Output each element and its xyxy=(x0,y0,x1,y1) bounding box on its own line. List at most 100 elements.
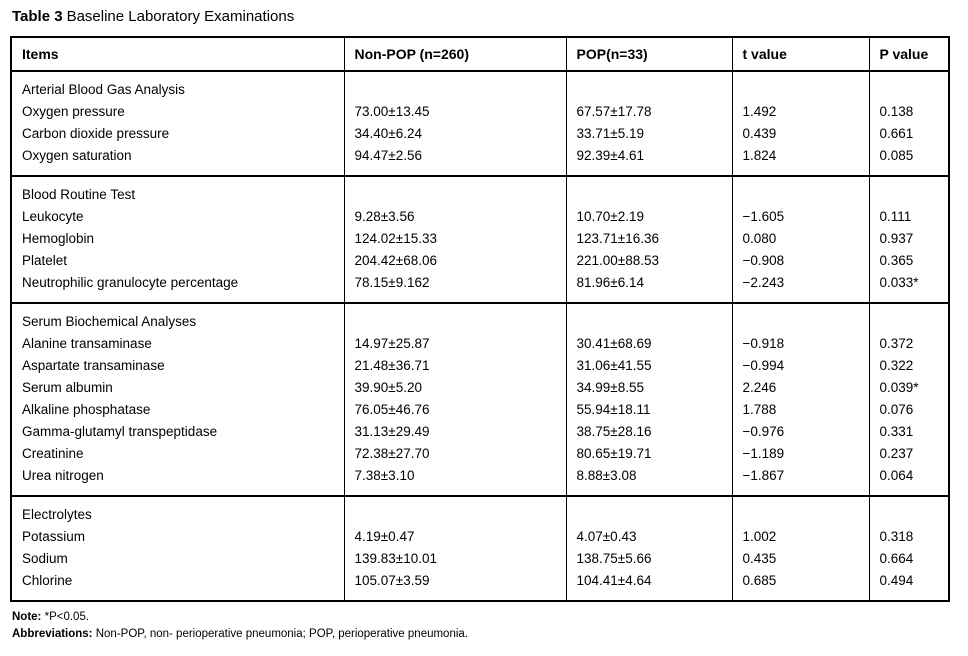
cell-tvalue: 0.435 xyxy=(731,548,870,570)
cell-pvalue: 0.937 xyxy=(868,228,950,250)
cell-tvalue: 2.246 xyxy=(731,377,870,399)
cell-tvalue: −2.243 xyxy=(731,272,870,303)
empty-cell xyxy=(565,175,733,206)
empty-cell xyxy=(731,302,870,333)
table-row: Leukocyte 9.28±3.56 10.70±2.19 −1.605 0.… xyxy=(10,206,950,228)
table-row: Platelet 204.42±68.06 221.00±88.53 −0.90… xyxy=(10,250,950,272)
cell-tvalue: 1.788 xyxy=(731,399,870,421)
table-title: Table 3 Baseline Laboratory Examinations xyxy=(12,8,958,25)
cell-item: Urea nitrogen xyxy=(10,465,345,496)
cell-item: Hemoglobin xyxy=(10,228,345,250)
cell-item: Neutrophilic granulocyte percentage xyxy=(10,272,345,303)
cell-tvalue: 0.685 xyxy=(731,570,870,601)
cell-nonpop: 94.47±2.56 xyxy=(343,145,567,176)
cell-pop: 92.39±4.61 xyxy=(565,145,733,176)
cell-tvalue: 0.439 xyxy=(731,123,870,145)
table-row: Carbon dioxide pressure 34.40±6.24 33.71… xyxy=(10,123,950,145)
cell-pop: 33.71±5.19 xyxy=(565,123,733,145)
col-header-pop: POP(n=33) xyxy=(565,37,733,72)
empty-cell xyxy=(731,175,870,206)
cell-item: Creatinine xyxy=(10,443,345,465)
cell-pvalue: 0.085 xyxy=(868,145,950,176)
table-row: Potassium 4.19±0.47 4.07±0.43 1.002 0.31… xyxy=(10,526,950,548)
cell-pop: 30.41±68.69 xyxy=(565,333,733,355)
section-header-row: Serum Biochemical Analyses xyxy=(10,302,950,333)
table-row: Gamma-glutamyl transpeptidase 31.13±29.4… xyxy=(10,421,950,443)
cell-item: Alanine transaminase xyxy=(10,333,345,355)
cell-pop: 10.70±2.19 xyxy=(565,206,733,228)
cell-item: Carbon dioxide pressure xyxy=(10,123,345,145)
cell-tvalue: −0.918 xyxy=(731,333,870,355)
table-row: Aspartate transaminase 21.48±36.71 31.06… xyxy=(10,355,950,377)
cell-nonpop: 21.48±36.71 xyxy=(343,355,567,377)
empty-cell xyxy=(565,302,733,333)
cell-pop: 4.07±0.43 xyxy=(565,526,733,548)
section-header-row: Electrolytes xyxy=(10,495,950,526)
cell-nonpop: 31.13±29.49 xyxy=(343,421,567,443)
section-header-row: Arterial Blood Gas Analysis xyxy=(10,70,950,101)
table-row: Oxygen pressure 73.00±13.45 67.57±17.78 … xyxy=(10,101,950,123)
cell-pvalue: 0.322 xyxy=(868,355,950,377)
col-header-nonpop: Non-POP (n=260) xyxy=(343,37,567,72)
cell-item: Potassium xyxy=(10,526,345,548)
note-line: Note: *P<0.05. xyxy=(12,609,958,626)
header-row: Items Non-POP (n=260) POP(n=33) t value … xyxy=(10,37,950,72)
cell-pvalue: 0.033* xyxy=(868,272,950,303)
section-name: Serum Biochemical Analyses xyxy=(10,302,345,333)
cell-nonpop: 7.38±3.10 xyxy=(343,465,567,496)
cell-pop: 8.88±3.08 xyxy=(565,465,733,496)
cell-pvalue: 0.318 xyxy=(868,526,950,548)
empty-cell xyxy=(343,70,567,101)
table-row: Oxygen saturation 94.47±2.56 92.39±4.61 … xyxy=(10,145,950,176)
cell-nonpop: 39.90±5.20 xyxy=(343,377,567,399)
empty-cell xyxy=(868,495,950,526)
cell-item: Chlorine xyxy=(10,570,345,601)
table-title-text: Baseline Laboratory Examinations xyxy=(66,8,295,25)
cell-item: Gamma-glutamyl transpeptidase xyxy=(10,421,345,443)
cell-tvalue: 1.824 xyxy=(731,145,870,176)
cell-item: Serum albumin xyxy=(10,377,345,399)
section-name: Arterial Blood Gas Analysis xyxy=(10,70,345,101)
section-header-row: Blood Routine Test xyxy=(10,175,950,206)
cell-pop: 38.75±28.16 xyxy=(565,421,733,443)
cell-pop: 34.99±8.55 xyxy=(565,377,733,399)
empty-cell xyxy=(868,70,950,101)
note-label: Note: xyxy=(12,611,42,623)
cell-tvalue: −0.994 xyxy=(731,355,870,377)
cell-nonpop: 9.28±3.56 xyxy=(343,206,567,228)
cell-pop: 80.65±19.71 xyxy=(565,443,733,465)
col-header-pvalue: P value xyxy=(868,37,950,72)
empty-cell xyxy=(565,70,733,101)
cell-pop: 67.57±17.78 xyxy=(565,101,733,123)
cell-nonpop: 14.97±25.87 xyxy=(343,333,567,355)
cell-nonpop: 204.42±68.06 xyxy=(343,250,567,272)
cell-pvalue: 0.331 xyxy=(868,421,950,443)
table-row: Hemoglobin 124.02±15.33 123.71±16.36 0.0… xyxy=(10,228,950,250)
cell-nonpop: 105.07±3.59 xyxy=(343,570,567,601)
cell-pop: 123.71±16.36 xyxy=(565,228,733,250)
cell-pop: 31.06±41.55 xyxy=(565,355,733,377)
cell-item: Oxygen pressure xyxy=(10,101,345,123)
col-header-items: Items xyxy=(10,37,345,72)
cell-nonpop: 72.38±27.70 xyxy=(343,443,567,465)
cell-item: Aspartate transaminase xyxy=(10,355,345,377)
cell-item: Leukocyte xyxy=(10,206,345,228)
cell-item: Sodium xyxy=(10,548,345,570)
lab-results-table: Items Non-POP (n=260) POP(n=33) t value … xyxy=(10,36,950,602)
empty-cell xyxy=(868,302,950,333)
empty-cell xyxy=(731,70,870,101)
empty-cell xyxy=(731,495,870,526)
cell-pvalue: 0.039* xyxy=(868,377,950,399)
cell-nonpop: 124.02±15.33 xyxy=(343,228,567,250)
cell-tvalue: −0.976 xyxy=(731,421,870,443)
footnotes: Note: *P<0.05. Abbreviations: Non-POP, n… xyxy=(12,609,958,643)
cell-pop: 138.75±5.66 xyxy=(565,548,733,570)
cell-pvalue: 0.661 xyxy=(868,123,950,145)
section-name: Blood Routine Test xyxy=(10,175,345,206)
cell-pvalue: 0.076 xyxy=(868,399,950,421)
cell-nonpop: 139.83±10.01 xyxy=(343,548,567,570)
cell-tvalue: 0.080 xyxy=(731,228,870,250)
cell-pvalue: 0.664 xyxy=(868,548,950,570)
cell-nonpop: 76.05±46.76 xyxy=(343,399,567,421)
